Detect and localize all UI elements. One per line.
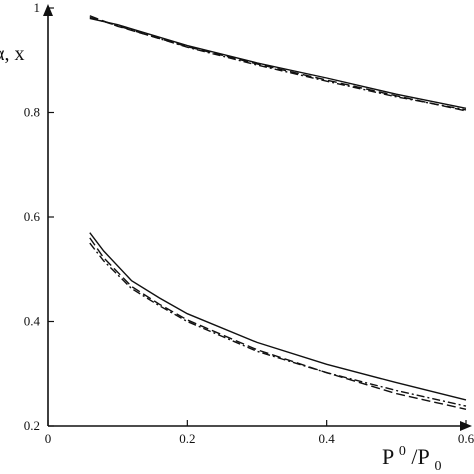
series-line-1 xyxy=(89,15,467,112)
series-line-4 xyxy=(89,237,467,410)
x-axis-title: P 0 /P 0 xyxy=(382,435,441,474)
y-axis-arrow xyxy=(43,4,53,16)
series-group xyxy=(89,15,467,410)
series-line-0 xyxy=(89,17,467,109)
y-tick-label-2: 0.6 xyxy=(24,209,41,224)
x-axis-title-sep: /P xyxy=(411,444,429,469)
axes xyxy=(43,4,472,431)
y-tick-label-0: 0.2 xyxy=(24,418,40,433)
series-line-3 xyxy=(89,232,467,401)
x-tick-label-2: 0.4 xyxy=(319,431,336,446)
ticks: 0 0.2 0.4 0.6 0.2 0.4 0.6 0.8 1 xyxy=(24,0,474,446)
x-axis-title-sup: 0 xyxy=(399,444,406,459)
x-axis-title-main: P xyxy=(382,444,394,469)
x-tick-label-0: 0 xyxy=(45,431,52,446)
x-axis-title-sub: 0 xyxy=(434,459,441,474)
y-tick-label-3: 0.8 xyxy=(24,105,40,120)
x-tick-label-3: 0.6 xyxy=(458,431,474,446)
series-line-5 xyxy=(89,242,467,407)
series-line-2 xyxy=(89,16,467,111)
y-tick-label-4: 1 xyxy=(34,0,41,15)
y-tick-label-1: 0.4 xyxy=(24,314,41,329)
x-tick-label-1: 0.2 xyxy=(179,431,195,446)
y-axis-title: α, x xyxy=(0,43,24,65)
